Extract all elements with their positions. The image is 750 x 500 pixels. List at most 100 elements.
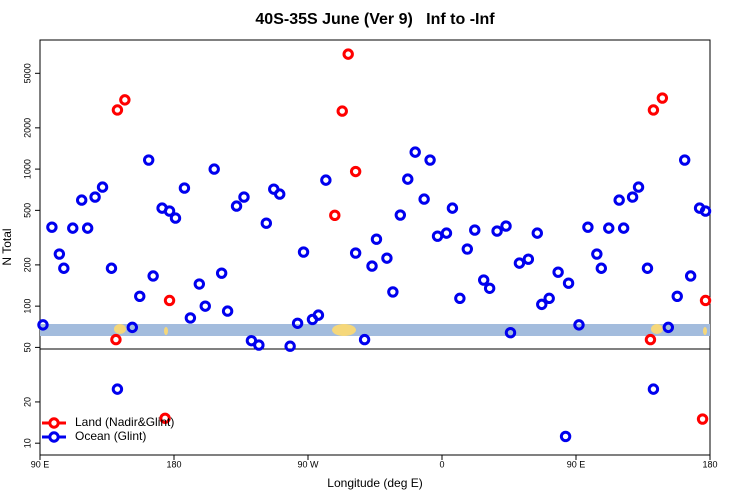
point (53, 248, 66, 260)
y-tick-label: 500 (22, 203, 32, 218)
point (483, 282, 496, 294)
point (626, 191, 639, 203)
point (184, 312, 197, 324)
point (67, 222, 79, 234)
point (142, 154, 155, 166)
point (274, 188, 286, 200)
y-tick-label: 2000 (22, 118, 32, 138)
land-patch (703, 327, 707, 335)
y-tick-label: 20 (22, 397, 32, 407)
point (178, 182, 191, 194)
point (656, 92, 669, 104)
y-tick-label: 1000 (22, 159, 32, 179)
point (349, 247, 362, 259)
legend-marker (48, 417, 60, 429)
point (230, 200, 243, 212)
point (37, 319, 49, 331)
point (684, 270, 697, 282)
point (312, 309, 325, 321)
point (647, 104, 660, 116)
point (147, 270, 159, 282)
point (336, 105, 348, 117)
point (119, 94, 131, 106)
point (238, 191, 250, 203)
point (291, 317, 304, 329)
point (446, 202, 459, 214)
point (440, 227, 453, 239)
point (632, 181, 645, 193)
point (536, 298, 548, 311)
plot-frame (39, 39, 711, 456)
point (500, 220, 512, 232)
point (110, 333, 122, 346)
point (208, 163, 220, 175)
point (163, 205, 176, 217)
point (297, 246, 310, 258)
point (329, 209, 341, 222)
point (169, 212, 182, 224)
legend-label: Ocean (Glint) (75, 429, 146, 443)
point (46, 221, 58, 233)
point (531, 227, 543, 239)
point (260, 217, 273, 229)
point (647, 383, 660, 395)
land-patch (332, 324, 356, 336)
land-band (40, 324, 710, 336)
point (699, 205, 712, 217)
point (409, 146, 421, 158)
point (75, 194, 88, 206)
y-axis-label: N Total (0, 228, 14, 265)
land-patch (114, 324, 126, 334)
point (163, 294, 176, 307)
point (58, 262, 70, 274)
point (96, 181, 109, 193)
point (671, 290, 683, 302)
point (613, 194, 625, 206)
point (699, 294, 712, 307)
point (491, 225, 503, 237)
chart-title: 40S-35S June (Ver 9) Inf to -Inf (255, 11, 495, 28)
x-tick-label: 90 E (31, 459, 50, 469)
point (522, 253, 535, 265)
point (111, 104, 124, 116)
point (358, 333, 371, 346)
point (469, 224, 481, 236)
point (641, 262, 654, 274)
point (431, 230, 444, 242)
point (573, 319, 585, 331)
point (394, 209, 407, 221)
x-tick-label: 180 (702, 459, 717, 469)
point (678, 154, 691, 166)
point (370, 233, 383, 245)
point (199, 300, 211, 312)
point (477, 274, 490, 286)
point (320, 174, 332, 186)
point (111, 383, 124, 395)
legend-marker (48, 431, 60, 443)
point (159, 412, 171, 424)
point (513, 257, 526, 269)
point (418, 193, 430, 205)
point (381, 252, 393, 264)
x-tick-label: 90 W (297, 459, 319, 469)
point (552, 266, 564, 278)
x-axis-label: Longitude (deg E) (327, 476, 422, 490)
legend-label: Land (Nadir&Glint) (75, 415, 174, 429)
point (215, 267, 228, 279)
point (253, 339, 265, 351)
point (349, 165, 362, 178)
point (402, 173, 414, 185)
y-tick-label: 10 (22, 438, 32, 448)
y-tick-label: 100 (22, 299, 32, 314)
point (221, 305, 234, 317)
point (366, 260, 378, 272)
point (126, 321, 139, 334)
point (543, 292, 555, 305)
point (644, 333, 657, 346)
point (284, 340, 296, 352)
land-patch (651, 324, 663, 334)
point (591, 248, 603, 260)
y-tick-label: 200 (22, 257, 32, 272)
x-tick-label: 90 E (567, 459, 586, 469)
